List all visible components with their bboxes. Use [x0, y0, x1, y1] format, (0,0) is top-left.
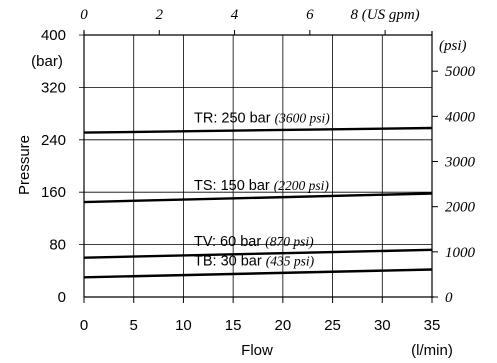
x-tick-label: 15: [225, 317, 242, 334]
y-tick-label: 160: [41, 184, 66, 201]
y-tick-label: 320: [41, 79, 66, 96]
right-tick-label: 5000: [445, 64, 476, 80]
series-lines: [83, 126, 433, 279]
x-axis-label: Flow: [241, 342, 273, 359]
axes: [83, 30, 438, 303]
top-tick-label: 8 (US gpm): [351, 7, 420, 23]
right-axis-unit: (psi): [439, 38, 467, 54]
series-label-psi: (2200 psi): [274, 178, 330, 193]
series-line-ts: [83, 192, 433, 204]
y-tick-label: 240: [41, 132, 66, 149]
x-tick-label: 20: [275, 317, 292, 334]
series-line-tv: [83, 248, 433, 259]
series-label-psi: (870 psi): [265, 234, 314, 249]
x-tick-label: 35: [424, 317, 441, 334]
right-tick-label: 0: [445, 290, 453, 306]
right-tick-label: 1000: [445, 245, 476, 261]
x-tick-label: 30: [374, 317, 391, 334]
right-tick-label: 4000: [445, 109, 476, 125]
series-line-tr: [83, 126, 433, 134]
y-axis-unit: (bar): [31, 53, 63, 70]
y-axis-label: Pressure: [16, 135, 33, 195]
series-label-main: TV: 60 bar: [194, 234, 265, 250]
x-axis-unit: (l/min): [411, 342, 453, 359]
series-label-tr: TR: 250 bar (3600 psi): [194, 110, 330, 126]
series-label-tb: TB: 30 bar (435 psi): [194, 253, 315, 269]
series-label-tv: TV: 60 bar (870 psi): [194, 234, 314, 250]
top-tick-label: 4: [231, 7, 239, 23]
x-tick-label: 10: [175, 317, 192, 334]
series-label-main: TR: 250 bar: [194, 110, 275, 126]
series-label-ts: TS: 150 bar (2200 psi): [194, 178, 329, 194]
series-line-tb: [83, 268, 433, 279]
top-tick-label: 2: [156, 7, 164, 23]
series-label-main: TS: 150 bar: [194, 178, 274, 194]
right-tick-label: 3000: [444, 155, 476, 171]
y-tick-label: 0: [58, 289, 66, 306]
x-tick-label: 25: [324, 317, 341, 334]
series-label-psi: (3600 psi): [275, 110, 331, 125]
x-tick-label: 5: [130, 317, 138, 334]
x-tick-label: 0: [80, 317, 88, 334]
series-label-main: TB: 30 bar: [194, 253, 266, 269]
top-tick-label: 6: [306, 7, 314, 23]
top-tick-label: 0: [80, 7, 88, 23]
series-labels: TR: 250 bar (3600 psi) TS: 150 bar (2200 …: [194, 110, 330, 269]
y-tick-label: 80: [49, 237, 66, 254]
y-tick-label: 400: [41, 27, 66, 44]
series-label-psi: (435 psi): [266, 253, 315, 268]
right-tick-label: 2000: [445, 200, 476, 216]
